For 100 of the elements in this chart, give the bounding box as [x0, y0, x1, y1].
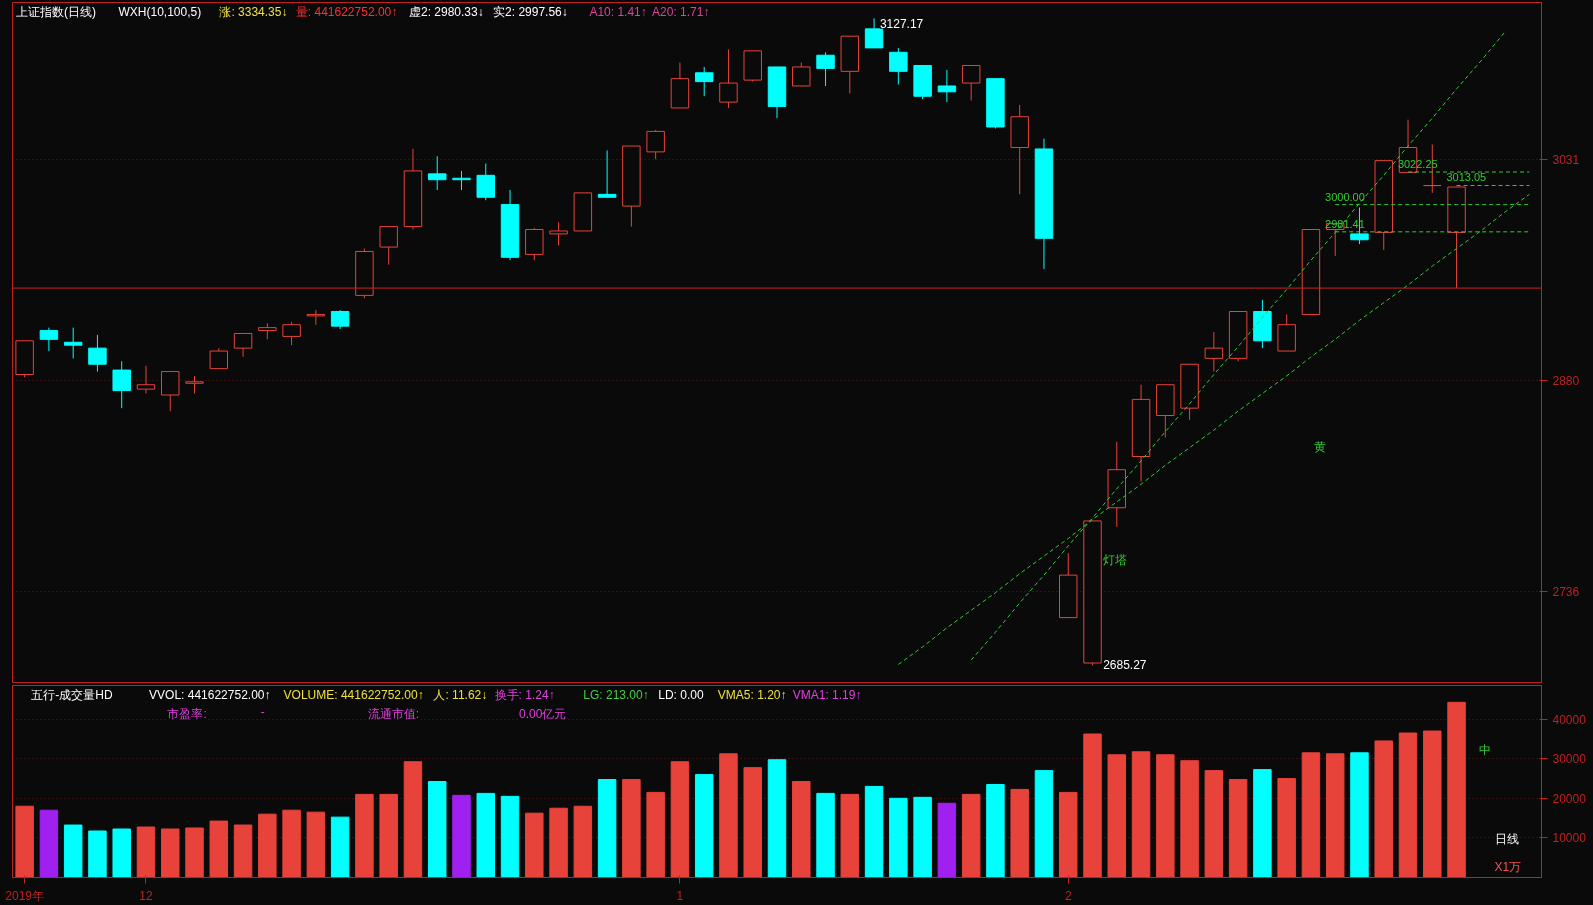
bar	[937, 802, 957, 878]
x-tick-label: 2	[1064, 888, 1072, 903]
annotation: LG: 213.00↑	[583, 687, 649, 702]
candlestick	[646, 129, 665, 160]
bar	[1447, 701, 1466, 878]
bar	[961, 793, 981, 878]
bar	[694, 774, 714, 878]
bar	[1059, 791, 1078, 878]
annotation: 中	[1479, 743, 1492, 758]
annotation: VVOL: 441622752.00↑	[149, 687, 271, 702]
annotation: A20: 1.71↑	[652, 4, 710, 19]
annotation: 人: 11.62↓	[433, 687, 488, 702]
bar	[1083, 733, 1102, 878]
candlestick	[379, 226, 398, 266]
bar	[476, 792, 495, 878]
bar	[185, 827, 204, 878]
candlestick	[549, 221, 568, 247]
bar	[1374, 740, 1393, 878]
bar	[622, 779, 641, 878]
candlestick	[597, 149, 617, 198]
bar	[889, 797, 908, 878]
bar	[1325, 753, 1345, 878]
bar	[597, 779, 617, 878]
bar	[403, 761, 423, 878]
annotation: VMA5: 1.20↑	[717, 687, 787, 702]
candlestick	[476, 163, 495, 201]
bar	[816, 792, 835, 878]
candlestick	[282, 321, 301, 346]
candlestick	[39, 327, 59, 352]
annotation: 0.00亿元	[519, 706, 567, 721]
bar	[306, 811, 326, 878]
bar	[88, 830, 107, 878]
annotation: 流通市值:	[367, 706, 420, 721]
bar	[986, 783, 1005, 878]
annotation: 实2: 2997.56↓	[493, 4, 568, 19]
bar	[1107, 754, 1127, 878]
bar	[427, 781, 447, 878]
bar	[161, 828, 180, 878]
candlestick	[209, 347, 229, 370]
annotation: A10: 1.41↑	[589, 4, 647, 19]
bar	[1156, 754, 1175, 878]
bar	[670, 761, 690, 878]
annotation: 日线	[1494, 831, 1519, 846]
bar	[913, 796, 932, 878]
annotation: VMA1: 1.19↑	[792, 687, 862, 702]
y-tick-label: 2736	[1552, 584, 1580, 599]
candlestick	[330, 309, 350, 330]
bar	[1034, 770, 1054, 878]
annotation: 3013.05	[1446, 171, 1487, 184]
bar	[549, 807, 568, 878]
x-tick-label: 2019年	[5, 888, 44, 903]
bar	[767, 759, 787, 878]
y-tick-label: 2880	[1552, 373, 1580, 388]
bar	[1010, 788, 1029, 878]
annotation: 灯塔	[1103, 552, 1128, 567]
bar	[500, 795, 520, 878]
candlestick	[792, 62, 811, 87]
annotation: 市盈率:	[167, 706, 207, 721]
candlestick	[161, 371, 180, 412]
annotation: 3000.00	[1325, 190, 1365, 203]
bar	[209, 820, 229, 878]
y-tick-label: 3031	[1552, 152, 1580, 167]
bar	[864, 785, 884, 878]
x-tick-label: 12	[139, 888, 153, 903]
bar	[1301, 752, 1321, 878]
candlestick	[63, 327, 83, 359]
bar	[573, 805, 593, 878]
bar	[39, 809, 59, 878]
chart-title: 上证指数(日线)	[16, 4, 97, 19]
candlestick	[427, 155, 447, 191]
bar	[1204, 770, 1224, 878]
candlestick	[694, 66, 714, 97]
bar	[1423, 730, 1442, 878]
y-tick-label: 40000	[1552, 712, 1587, 727]
annotation: WXH(10,100,5)	[118, 4, 202, 19]
bar	[1350, 752, 1369, 878]
bar	[282, 809, 301, 878]
candlestick	[1204, 331, 1224, 373]
candlestick	[937, 69, 957, 103]
bar	[840, 793, 860, 878]
annotation: LD: 0.00	[658, 687, 704, 702]
annotation: 3127.17	[879, 17, 924, 32]
candlestick	[306, 309, 326, 326]
bar	[743, 767, 762, 878]
bar	[136, 826, 156, 878]
annotation: VOLUME: 441622752.00↑	[283, 687, 424, 702]
bar	[792, 781, 811, 878]
bar	[63, 824, 83, 878]
candlestick	[961, 64, 981, 102]
annotation: 2685.27	[1103, 657, 1147, 672]
bar	[258, 813, 277, 878]
bar	[379, 793, 398, 878]
annotation: 换手: 1.24↑	[494, 687, 555, 702]
bar	[646, 791, 665, 878]
y-tick-label: 10000	[1552, 831, 1587, 846]
bar	[719, 753, 738, 878]
bar	[15, 805, 34, 878]
y-tick-label: 20000	[1552, 791, 1587, 806]
bar	[452, 794, 471, 878]
candlestick	[233, 332, 253, 358]
